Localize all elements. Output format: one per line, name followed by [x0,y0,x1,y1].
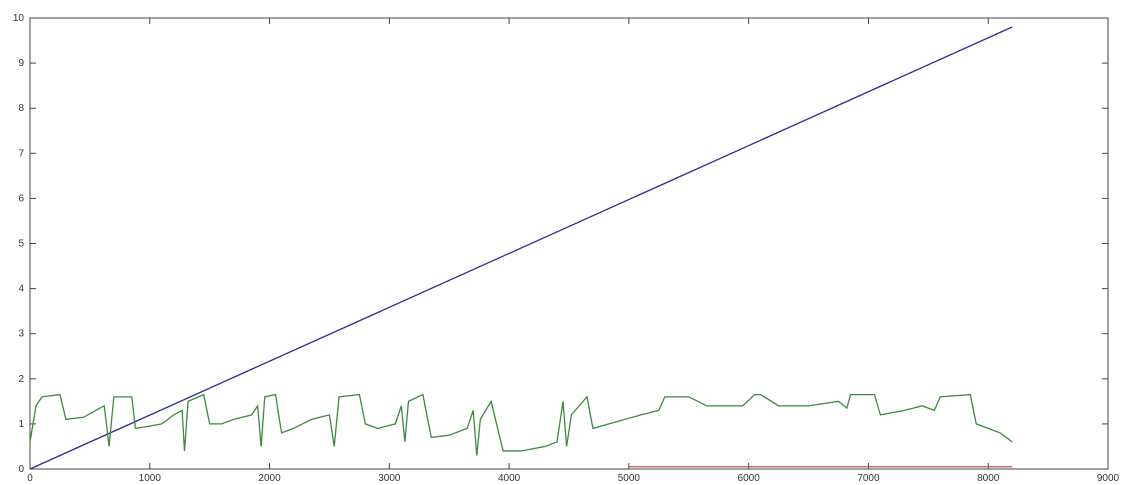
x-tick-label: 7000 [857,473,880,484]
y-tick-label: 2 [18,374,24,385]
y-tick-label: 7 [18,148,24,159]
x-tick-label: 3000 [378,473,401,484]
y-tick-label: 5 [18,239,24,250]
x-tick-label: 8000 [977,473,1000,484]
x-tick-label: 5000 [618,473,641,484]
y-tick-label: 8 [18,103,24,114]
x-tick-label: 6000 [738,473,761,484]
x-tick-label: 9000 [1097,473,1120,484]
y-tick-label: 4 [18,284,24,295]
y-tick-label: 0 [18,464,24,475]
x-tick-label: 2000 [258,473,281,484]
plot-frame [29,17,1109,470]
x-tick-label: 4000 [498,473,521,484]
y-tick-label: 9 [18,58,24,69]
line-series [29,393,1013,456]
y-tick-label: 1 [18,419,24,430]
y-tick-label: 10 [13,13,25,24]
x-tick-label: 0 [27,473,33,484]
y-tick-label: 6 [18,193,24,204]
y-tick-label: 3 [18,329,24,340]
line-series [29,26,1013,470]
x-tick-label: 1000 [139,473,162,484]
